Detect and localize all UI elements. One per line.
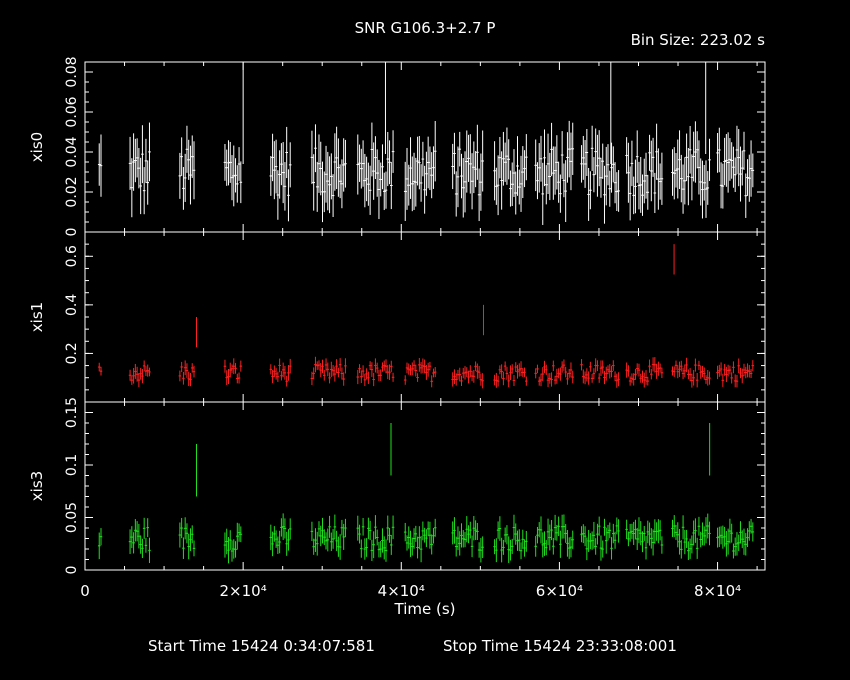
y-axis-label: xis1 [28,302,46,332]
y-tick-label: 0.08 [64,56,80,87]
y-tick-label: 0.06 [64,96,80,127]
y-tick-label: 0.4 [64,294,80,316]
panel-xis0: 0 0.02 0.04 0.06 0.08 xis0 [28,56,766,237]
y-axis-label: xis3 [28,471,46,501]
x-axis-label: Time (s) [394,600,456,618]
y-tick-label: 0.02 [64,176,80,207]
y-axis-label: xis0 [28,132,46,162]
y-tick-label: 0.6 [64,245,80,267]
y-tick-label: 0.15 [64,397,80,428]
y-tick-label: 0 [64,566,80,575]
y-tick-label: 0.1 [64,454,80,476]
stop-time: Stop Time 15424 23:33:08:001 [443,637,677,655]
bin-size-label: Bin Size: 223.02 s [631,31,766,49]
x-tick-label: 2×10⁴ [220,582,267,600]
y-tick-label: 0.2 [64,342,80,364]
y-tick-label: 0.04 [64,136,80,167]
panel-xis1: 0.2 0.4 0.6 xis1 [28,231,766,403]
x-tick-labels: 0 2×10⁴ 4×10⁴ 6×10⁴ 8×10⁴ [80,582,741,600]
x-tick-label: 6×10⁴ [536,582,583,600]
panels: 00.020.040.060.08xis00.20.40.6xis100.050… [28,56,766,575]
data-points-xis0 [97,62,755,225]
panel-xis3: 0 0.05 0.1 0.15 xis3 [28,397,766,575]
y-tick-label: 0 [64,228,80,237]
x-tick-label: 0 [80,582,90,600]
data-points-xis1 [97,244,755,389]
start-time: Start Time 15424 0:34:07:581 [148,637,375,655]
y-tick-label: 0.05 [64,502,80,533]
chart-title: SNR G106.3+2.7 P [355,19,496,37]
x-tick-label: 8×10⁴ [694,582,741,600]
x-tick-label: 4×10⁴ [378,582,425,600]
data-points-xis3 [97,423,755,564]
